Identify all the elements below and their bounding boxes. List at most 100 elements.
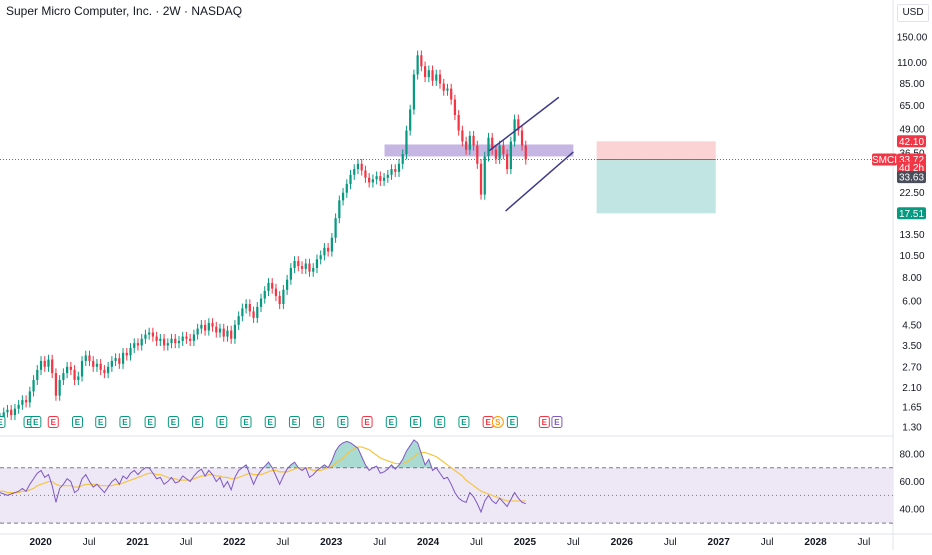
candle-body (397, 163, 401, 172)
candle-body (375, 176, 378, 180)
event-label: E (122, 418, 128, 427)
earnings-event-marker (361, 416, 373, 428)
candle-body (252, 311, 255, 318)
candle-body (28, 391, 31, 403)
candle-body (319, 255, 322, 260)
event-label: E (75, 418, 81, 427)
candle-body (349, 174, 352, 185)
candle-body (13, 408, 17, 416)
event-label: E (461, 418, 467, 427)
candle-body (506, 154, 509, 170)
candle-body (166, 343, 169, 346)
candle-body (327, 247, 330, 252)
candle-body (136, 343, 140, 346)
candle-body (144, 334, 147, 339)
earnings-event-marker (458, 416, 470, 428)
candle-body (368, 177, 371, 183)
candle-body (151, 332, 155, 337)
candle-body (289, 267, 292, 280)
event-label: E (243, 418, 249, 427)
candle-body (125, 352, 128, 356)
candle-body (103, 369, 106, 374)
candle-body (21, 400, 24, 405)
price-tag-label: 4d 2h (899, 163, 924, 174)
candle-body (282, 289, 285, 305)
candle-body (487, 137, 490, 157)
earnings-event-marker (47, 416, 59, 428)
candle-body (248, 304, 251, 312)
price-tag-label: 33.63 (899, 173, 924, 184)
candle-body (36, 369, 39, 380)
earnings-event-marker (337, 416, 349, 428)
earnings-event-marker (0, 416, 6, 428)
candle-body (394, 169, 397, 172)
candle-body (241, 308, 244, 317)
event-label: S (495, 418, 501, 427)
price-tick-label: 150.00 (897, 32, 928, 43)
earnings-event-marker (71, 416, 83, 428)
candle-body (341, 192, 345, 201)
candle-body (140, 338, 143, 346)
earnings-event-marker (551, 416, 563, 428)
rsi-ma-line (0, 446, 526, 502)
symbol-tag (872, 153, 897, 166)
candle-body (450, 88, 453, 100)
candle-body (464, 141, 468, 150)
candle-body (479, 163, 483, 195)
candle-body (461, 130, 464, 142)
candle-body (405, 130, 408, 155)
event-label: E (554, 418, 560, 427)
earnings-event-marker (506, 416, 518, 428)
candle-body (88, 355, 91, 361)
candle-body (51, 359, 54, 374)
candle-body (230, 330, 233, 339)
symbol-tag-label: SMCI (872, 155, 897, 166)
candle-body (6, 409, 9, 413)
candle-body (498, 145, 501, 159)
candle-body (207, 323, 210, 331)
time-tick-label: 2024 (417, 537, 440, 548)
event-label: E (316, 418, 322, 427)
earnings-event-marker (288, 416, 300, 428)
currency-button[interactable]: USD (897, 4, 929, 22)
rsi-tick-label: 40.00 (899, 505, 924, 516)
event-label: E (195, 418, 201, 427)
candle-body (244, 304, 248, 309)
candle-body (364, 170, 367, 178)
time-tick-label: 2026 (611, 537, 634, 548)
price-tick-label: 13.50 (899, 230, 924, 241)
time-tick-label: Jul (83, 537, 96, 548)
candle-body (47, 359, 50, 367)
event-label: E (413, 418, 419, 427)
candle-body (312, 267, 315, 272)
candle-body (129, 347, 132, 356)
candle-body (390, 169, 393, 175)
candle-body (472, 135, 475, 146)
rsi-band (0, 467, 893, 524)
event-label: E (33, 418, 39, 427)
rsi-overbought-fill (0, 440, 526, 468)
time-tick-label: Jul (180, 537, 193, 548)
candle-body (315, 259, 319, 268)
price-tick-label: 110.00 (897, 58, 927, 69)
candle-body (476, 145, 479, 164)
candle-body (356, 163, 360, 170)
candle-body (73, 369, 76, 380)
time-tick-label: 2022 (223, 537, 246, 548)
time-tick-label: Jul (567, 537, 580, 548)
candle-body (181, 336, 184, 341)
candle-body (32, 379, 35, 392)
candle-body (386, 174, 389, 178)
candle-body (192, 334, 196, 341)
price-tag-label: 42.10 (899, 137, 924, 148)
candle-body (43, 360, 46, 367)
candle-body (80, 360, 84, 377)
candle-body (412, 74, 416, 110)
time-tick-label: 2021 (126, 537, 149, 548)
candle-body (491, 137, 494, 150)
candle-body (446, 88, 449, 91)
candle-body (162, 338, 166, 346)
price-tick-label: 22.50 (899, 188, 924, 199)
